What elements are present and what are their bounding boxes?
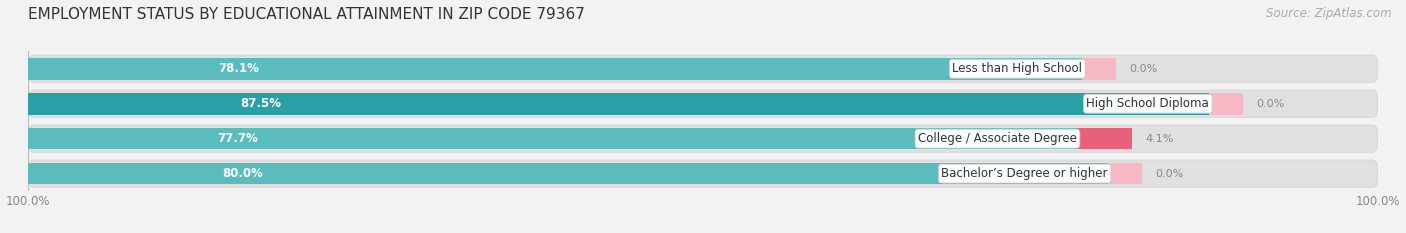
Text: 77.7%: 77.7% [217, 132, 257, 145]
Text: 0.0%: 0.0% [1129, 64, 1157, 74]
Text: 0.0%: 0.0% [1156, 169, 1184, 178]
Text: College / Associate Degree: College / Associate Degree [918, 132, 1077, 145]
Text: 4.1%: 4.1% [1146, 134, 1174, 144]
Text: 78.1%: 78.1% [218, 62, 259, 75]
Bar [28, 93, 1209, 115]
Bar [1077, 128, 1132, 150]
Bar [1108, 163, 1142, 185]
Text: Source: ZipAtlas.com: Source: ZipAtlas.com [1267, 7, 1392, 20]
Text: Less than High School: Less than High School [952, 62, 1083, 75]
FancyBboxPatch shape [28, 125, 1378, 152]
Text: High School Diploma: High School Diploma [1087, 97, 1209, 110]
Bar [1209, 93, 1243, 115]
Text: EMPLOYMENT STATUS BY EDUCATIONAL ATTAINMENT IN ZIP CODE 79367: EMPLOYMENT STATUS BY EDUCATIONAL ATTAINM… [28, 7, 585, 22]
Text: 87.5%: 87.5% [240, 97, 281, 110]
Bar [28, 58, 1083, 80]
FancyBboxPatch shape [28, 90, 1378, 117]
Bar [1083, 58, 1116, 80]
Text: 80.0%: 80.0% [222, 167, 263, 180]
Text: 0.0%: 0.0% [1257, 99, 1285, 109]
Bar [28, 163, 1108, 185]
FancyBboxPatch shape [28, 55, 1378, 82]
Text: Bachelor’s Degree or higher: Bachelor’s Degree or higher [942, 167, 1108, 180]
FancyBboxPatch shape [28, 160, 1378, 187]
Bar [28, 128, 1077, 150]
